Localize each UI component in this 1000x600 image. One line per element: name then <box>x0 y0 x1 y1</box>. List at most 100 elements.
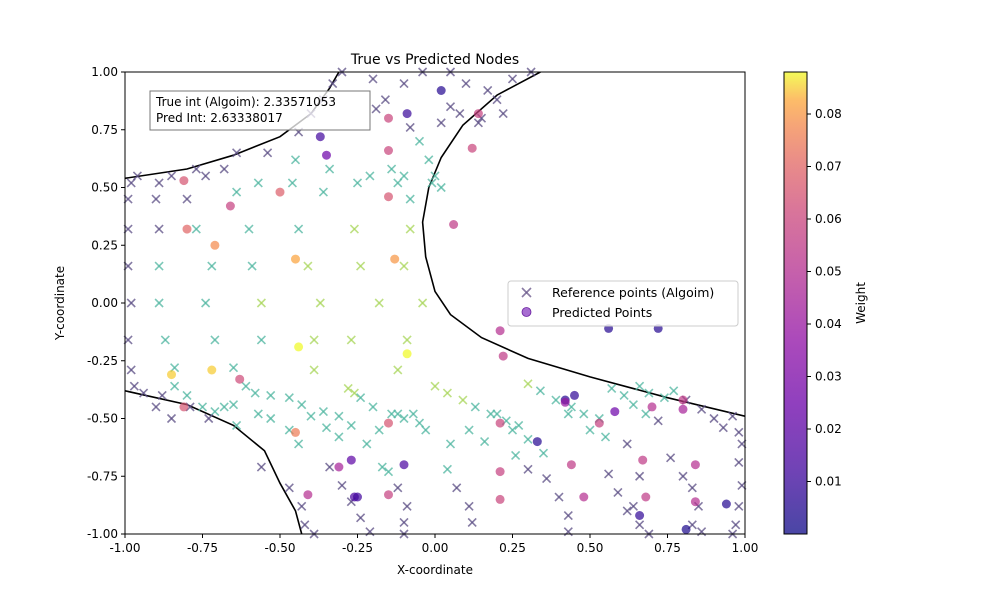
colorbar-tick-label: 0.04 <box>815 317 842 331</box>
reference-point <box>523 434 533 444</box>
reference-point <box>139 388 149 398</box>
reference-point <box>232 420 242 430</box>
reference-point <box>287 178 297 188</box>
predicted-point <box>721 499 731 509</box>
reference-point <box>563 409 573 419</box>
reference-point <box>154 178 164 188</box>
predicted-point <box>303 490 313 500</box>
y-tick-label: 0.50 <box>91 181 118 195</box>
reference-point <box>467 517 477 528</box>
y-tick-label: 0.75 <box>91 123 118 137</box>
predicted-point <box>681 524 691 534</box>
reference-point <box>290 155 301 165</box>
colorbar-tick-label: 0.08 <box>815 107 842 121</box>
reference-point <box>622 506 632 516</box>
reference-point <box>666 453 676 463</box>
reference-point <box>266 413 276 424</box>
predicted-point <box>384 113 393 123</box>
reference-point <box>399 261 409 271</box>
reference-point <box>284 393 294 403</box>
predicted-point <box>473 109 483 119</box>
legend-x-marker-icon <box>521 287 532 298</box>
x-tick-label: 0.00 <box>422 541 449 555</box>
predicted-point <box>641 492 651 502</box>
reference-point <box>641 409 651 419</box>
plot-area <box>123 67 747 539</box>
reference-point <box>445 102 456 112</box>
reference-point <box>157 390 167 400</box>
reference-point <box>318 187 328 197</box>
reference-point <box>191 224 201 234</box>
reference-point <box>309 335 319 345</box>
predicted-point <box>384 146 393 155</box>
reference-point <box>250 388 260 398</box>
x-axis: -1.00 -0.75 -0.50 -0.25 0.00 0.25 0.50 0.75 1.00 <box>109 534 758 555</box>
reference-point <box>511 450 521 461</box>
reference-point <box>325 462 335 472</box>
reference-point <box>405 122 415 133</box>
chart-title: True vs Predicted Nodes <box>350 52 519 68</box>
reference-point <box>628 400 638 410</box>
reference-point <box>170 381 180 391</box>
predicted-point <box>207 365 217 375</box>
reference-point <box>461 78 471 89</box>
reference-point <box>452 483 462 493</box>
reference-point <box>256 298 266 308</box>
reference-point <box>563 510 573 521</box>
reference-point <box>709 413 719 424</box>
reference-point <box>356 513 366 523</box>
reference-point <box>507 425 518 435</box>
reference-point <box>219 402 229 412</box>
reference-point <box>380 95 390 105</box>
reference-point <box>554 492 564 502</box>
x-tick-label: -0.25 <box>342 541 373 555</box>
y-axis: -1.00 -0.75 -0.50 -0.25 0.00 0.25 0.50 0.75 1.00 <box>87 65 125 541</box>
reference-point <box>318 407 328 417</box>
legend-entry-reference: Reference points (Algoim) <box>552 285 714 300</box>
reference-point <box>356 261 366 271</box>
reference-point <box>492 95 502 105</box>
reference-point <box>182 194 192 204</box>
reference-point <box>399 78 409 89</box>
reference-point <box>523 379 533 389</box>
reference-point <box>321 423 332 433</box>
reference-point <box>514 420 524 430</box>
predicted-point <box>560 397 570 407</box>
reference-point <box>551 395 561 405</box>
reference-point <box>129 381 139 391</box>
predicted-point <box>495 467 505 477</box>
predicted-point <box>498 351 508 361</box>
reference-point <box>374 298 384 308</box>
boundary-curve-0 <box>125 72 340 180</box>
legend-circle-marker-icon <box>521 307 532 317</box>
reference-point <box>542 473 552 484</box>
x-tick-label: 0.75 <box>654 541 681 555</box>
reference-point <box>430 381 440 391</box>
reference-point <box>315 298 325 308</box>
reference-point <box>523 464 533 474</box>
predicted-point <box>384 192 393 202</box>
reference-point <box>718 423 728 433</box>
predicted-point <box>678 404 688 414</box>
reference-point <box>498 109 508 119</box>
reference-point <box>228 400 239 410</box>
predicted-point <box>225 201 235 211</box>
predicted-point <box>678 395 688 405</box>
reference-point <box>368 74 378 84</box>
predicted-point <box>315 132 325 142</box>
y-tick-label: 0.00 <box>91 296 118 310</box>
reference-point <box>613 487 623 497</box>
reference-point <box>635 520 645 530</box>
legend-entry-predicted: Predicted Points <box>552 305 652 320</box>
predicted-point <box>467 143 477 153</box>
reference-point <box>445 439 456 449</box>
reference-point <box>207 261 217 271</box>
reference-point <box>334 411 344 421</box>
reference-point <box>343 383 353 394</box>
reference-point <box>492 409 502 419</box>
reference-point <box>697 404 707 414</box>
colorbar-gradient <box>783 71 808 535</box>
reference-point <box>294 224 304 234</box>
reference-point <box>377 462 387 472</box>
colorbar-tick-label: 0.06 <box>815 212 842 226</box>
